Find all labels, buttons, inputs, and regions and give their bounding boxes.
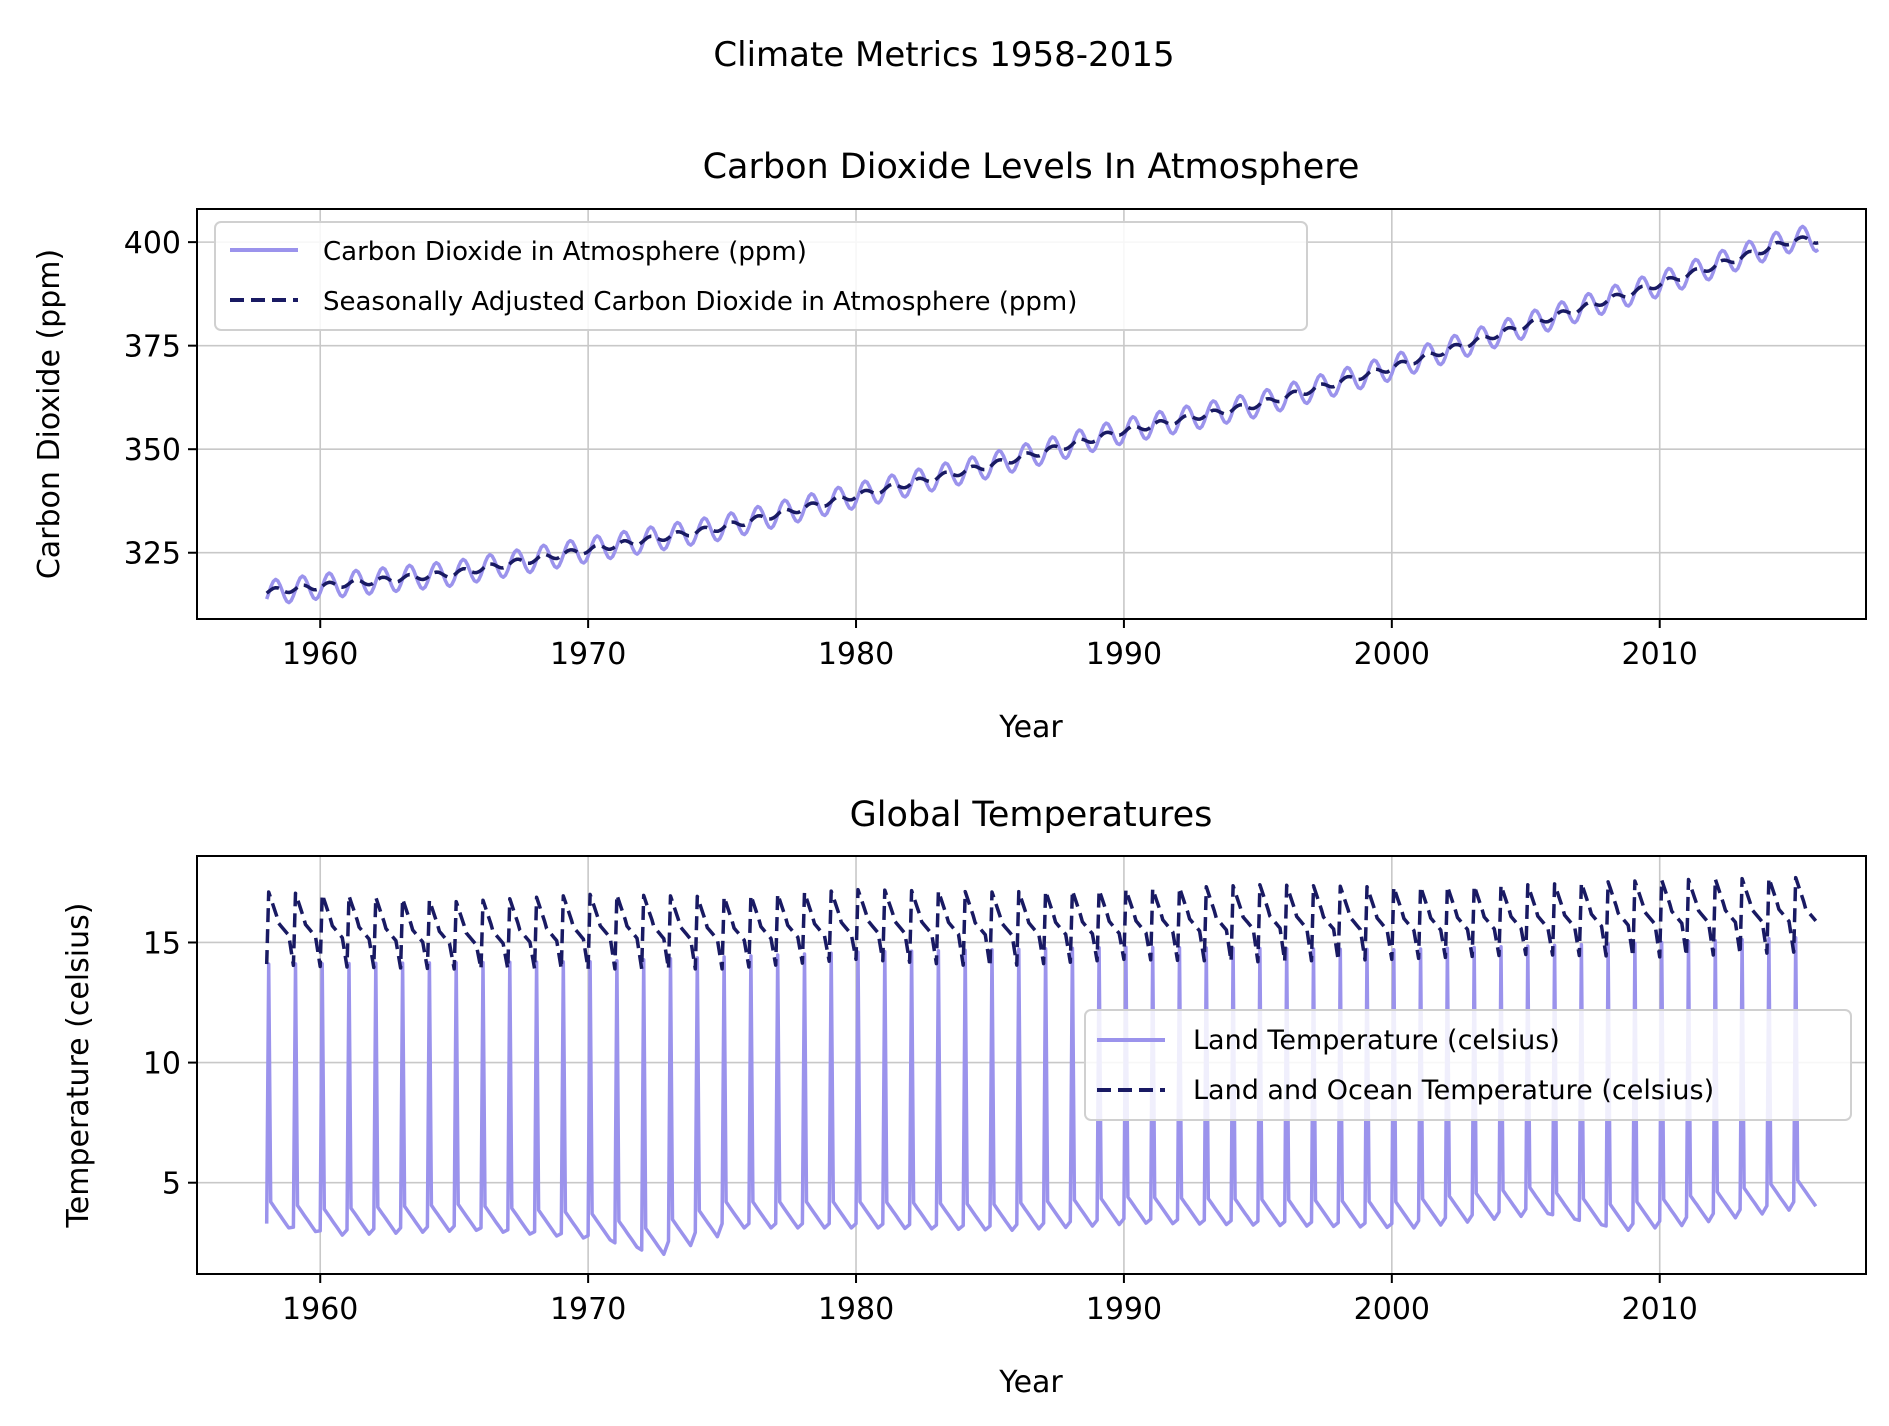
co2-x-tick-label: 1970 [550, 637, 626, 672]
co2-x-tick-label: 1980 [818, 637, 894, 672]
co2-y-tick-label: 400 [124, 226, 181, 261]
temperature-x-tick-label: 2010 [1622, 1292, 1698, 1327]
co2-series-dashed-line [265, 235, 1819, 595]
co2-axes-frame [196, 208, 1867, 620]
temperature-x-tick-label: 1970 [550, 1292, 626, 1327]
temperature-ticks: 1960 1970 1980 1990 2000 2010 5 10 15 [143, 926, 1698, 1327]
co2-panel: 1960 1970 1980 1990 2000 2010 325 350 375 400 Car… [32, 147, 1867, 745]
co2-ticks: 1960 1970 1980 1990 2000 2010 325 350 375 400 [124, 226, 1698, 672]
co2-series-lines [265, 224, 1820, 605]
co2-legend-box [214, 221, 1308, 331]
co2-legend-label-co2: Carbon Dioxide in Atmosphere (ppm) [323, 237, 807, 267]
temperature-x-axis-label: Year [998, 1365, 1063, 1400]
co2-y-tick-label: 325 [124, 537, 181, 572]
co2-y-tick-label: 350 [124, 433, 181, 468]
temperature-y-tick-label: 5 [162, 1167, 181, 1202]
co2-x-tick-label: 1990 [1086, 637, 1162, 672]
temperature-x-tick-label: 2000 [1354, 1292, 1430, 1327]
temperature-legend-label-land: Land Temperature (celsius) [1193, 1025, 1560, 1056]
temperature-legend-label-land-ocean: Land and Ocean Temperature (celsius) [1193, 1075, 1714, 1106]
co2-x-tick-label: 1960 [282, 637, 358, 672]
co2-legend-label-seasonal: Seasonally Adjusted Carbon Dioxide in At… [323, 287, 1077, 317]
temperature-y-tick-label: 15 [143, 926, 181, 961]
co2-x-axis-label: Year [998, 710, 1063, 745]
co2-x-tick-label: 2010 [1622, 637, 1698, 672]
temperature-x-tick-label: 1980 [818, 1292, 894, 1327]
co2-x-tick-label: 2000 [1354, 637, 1430, 672]
temperature-legend-box [1084, 1009, 1852, 1121]
temperature-panel: 1960 1970 1980 1990 2000 2010 5 10 15 Global Tem… [61, 795, 1867, 1400]
temperature-series-dashed-line [264, 875, 1818, 971]
temperature-y-tick-label: 10 [143, 1047, 181, 1082]
co2-y-axis-label: Carbon Dioxide (ppm) [32, 249, 67, 579]
temperature-legend: Land Temperature (celsius) Land and Ocea… [1084, 1009, 1852, 1121]
co2-y-tick-label: 375 [124, 330, 181, 365]
temperature-y-axis-label: Temperature (celsius) [61, 903, 96, 1229]
co2-chart-title: Carbon Dioxide Levels In Atmosphere [703, 147, 1360, 187]
co2-legend: Carbon Dioxide in Atmosphere (ppm) Seaso… [214, 221, 1308, 331]
temperature-chart-title: Global Temperatures [850, 795, 1213, 835]
figure-suptitle: Climate Metrics 1958-2015 [713, 35, 1174, 75]
temperature-axes-frame [196, 855, 1867, 1275]
temperature-series-solid-line [264, 935, 1818, 1257]
temperature-x-tick-label: 1990 [1086, 1292, 1162, 1327]
temperature-x-tick-label: 1960 [282, 1292, 358, 1327]
temperature-series-lines [264, 875, 1818, 1257]
co2-series-solid-line [265, 224, 1820, 605]
